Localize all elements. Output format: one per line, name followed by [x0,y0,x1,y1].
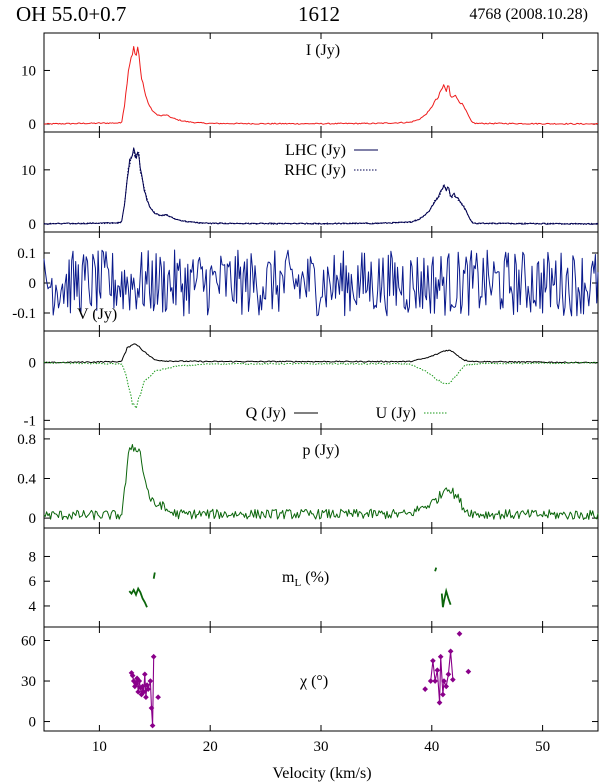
panel-label: V (Jy) [77,306,117,323]
panel-V: 0.1 0 -0.1 V (Jy) [12,231,599,332]
chi-point [440,691,446,698]
panel-label: mL (%) [282,569,329,589]
x-tick-label: 20 [203,739,218,755]
panel-mL: 8 6 4 mL (%) [29,527,599,628]
source-title: OH 55.0+0.7 [16,2,127,26]
observation-label: 4768 (2008.10.28) [469,6,588,23]
chi-point [437,653,444,660]
y-tick-label: 0 [29,217,37,233]
chi-point [443,683,450,690]
chi-point [136,678,143,684]
y-tick-label: -1 [24,413,37,429]
panels-layer: 0 10 I (Jy) 0 10 LHC (Jy) RHC (Jy) 0.1 0 -0.1 V (J… [12,32,599,755]
y-tick-label: 0 [29,276,37,292]
y-tick-label: 0 [29,715,37,731]
x-tick-label: 50 [535,739,550,755]
segment-line [434,567,438,572]
chi-point [145,686,151,692]
legend-label: U (Jy) [376,405,416,422]
y-tick-label: 30 [21,674,36,690]
chi-point [140,689,147,695]
chi-point [422,686,428,692]
chi-point [427,678,434,684]
panel-chi: 60 30 0 10 20 30 40 50 χ (°) [21,626,599,755]
chi-point [465,668,472,675]
panel-LR: 0 10 LHC (Jy) RHC (Jy) [21,131,599,233]
y-tick-label: 0.8 [17,432,36,448]
chi-point [456,630,463,637]
chi-point [434,667,441,674]
y-tick-label: 10 [21,163,36,179]
y-tick-label: 60 [21,634,36,650]
chi-point [155,694,161,701]
series-line-U [43,361,599,409]
series-line-LHC [43,147,599,225]
chi-point [135,689,142,695]
frequency-title: 1612 [298,2,340,26]
chi-point [450,676,456,683]
legend-label: RHC (Jy) [284,162,346,179]
chi-point [447,648,454,655]
chi-point [436,699,443,706]
panel-QU: 0 -1 Q (Jy) U (Jy) [24,330,599,430]
chi-point [430,657,436,664]
y-tick-label: 0 [29,356,37,372]
legend-label: LHC (Jy) [285,142,346,159]
y-tick-label: -0.1 [12,306,36,322]
panel-p: 0.8 0.4 0 p (Jy) [17,428,599,529]
chi-point [144,682,150,688]
y-tick-label: 0 [29,511,37,527]
chi-point [143,694,149,701]
series-line-Q [43,343,599,364]
chi-point [445,671,452,678]
series-line-p [43,444,599,521]
chi-point [149,722,156,729]
y-tick-label: 0.4 [17,472,36,488]
legend-label: Q (Jy) [246,405,286,422]
chi-point [147,678,154,684]
y-tick-label: 0.1 [17,246,36,262]
segment-line [152,572,156,579]
chi-point [441,678,447,684]
x-tick-label: 30 [314,739,329,755]
y-tick-label: 10 [21,63,36,79]
chi-point [133,680,139,687]
panel-label: p (Jy) [303,442,340,459]
series-line-I [43,46,599,125]
series-line-RHC [43,149,599,225]
chi-point [148,705,155,711]
y-tick-label: 6 [29,574,37,590]
x-tick-label: 10 [92,739,107,755]
chi-point [129,672,136,679]
series-line-V [43,249,599,317]
y-tick-label: 0 [29,117,37,133]
x-axis-label: Velocity (km/s) [272,765,371,782]
chi-point [432,678,438,684]
y-tick-label: 8 [29,549,37,565]
chi-point [139,683,146,690]
chi-point [141,671,148,678]
panel-label: I (Jy) [306,42,340,59]
panel-label: χ (°) [299,673,328,690]
chi-point [150,653,157,660]
x-tick-label: 40 [424,739,439,755]
segment-line [440,587,452,608]
y-tick-label: 4 [29,599,37,615]
segment-line [430,651,454,703]
panel-I: 0 10 I (Jy) [21,32,599,133]
segment-line [128,586,148,608]
